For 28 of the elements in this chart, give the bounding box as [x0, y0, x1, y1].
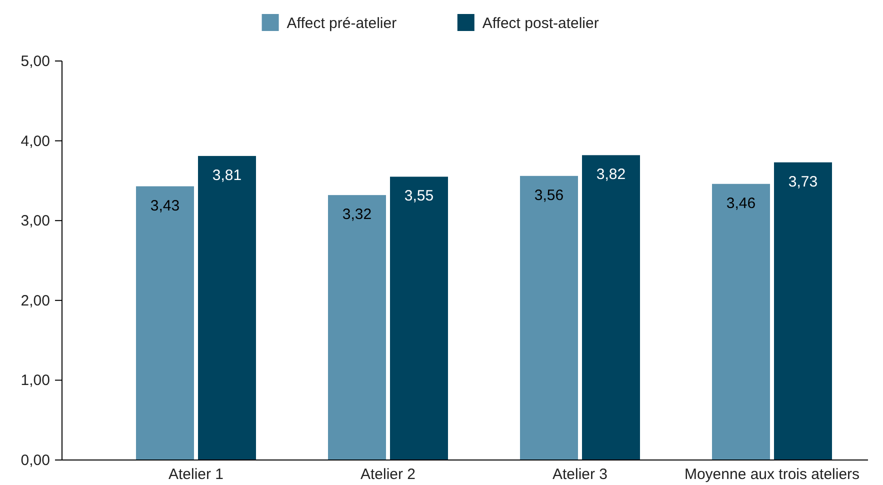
bar — [198, 156, 256, 460]
data-label: 3,32 — [342, 206, 372, 224]
x-tick-label: Atelier 2 — [360, 466, 416, 483]
y-tick-label: 2,00 — [20, 292, 50, 310]
bar — [582, 155, 640, 460]
x-tick-label: Moyenne aux trois ateliers — [684, 466, 860, 483]
data-label: 3,81 — [212, 166, 242, 184]
bar — [136, 186, 194, 460]
data-label: 3,73 — [788, 173, 818, 190]
legend-label: Affect pré-atelier — [286, 15, 397, 32]
y-tick-label: 1,00 — [20, 372, 50, 390]
bar — [390, 176, 448, 460]
data-label: 3,55 — [404, 188, 434, 205]
data-label: 3,46 — [726, 194, 756, 212]
bar — [520, 176, 578, 460]
bar — [712, 184, 770, 460]
x-tick-label: Atelier 3 — [552, 466, 608, 483]
data-label: 3,56 — [534, 186, 564, 204]
legend-label: Affect post-atelier — [482, 15, 599, 32]
data-label: 3,82 — [596, 166, 626, 184]
bar — [774, 162, 832, 460]
x-tick-label: Atelier 1 — [168, 466, 224, 483]
y-tick-label: 0,00 — [20, 452, 50, 469]
y-tick-label: 4,00 — [20, 132, 50, 150]
y-tick-label: 3,00 — [20, 212, 50, 230]
y-tick-label: 5,00 — [20, 53, 50, 70]
bar — [328, 195, 386, 460]
data-label: 3,43 — [150, 197, 180, 214]
